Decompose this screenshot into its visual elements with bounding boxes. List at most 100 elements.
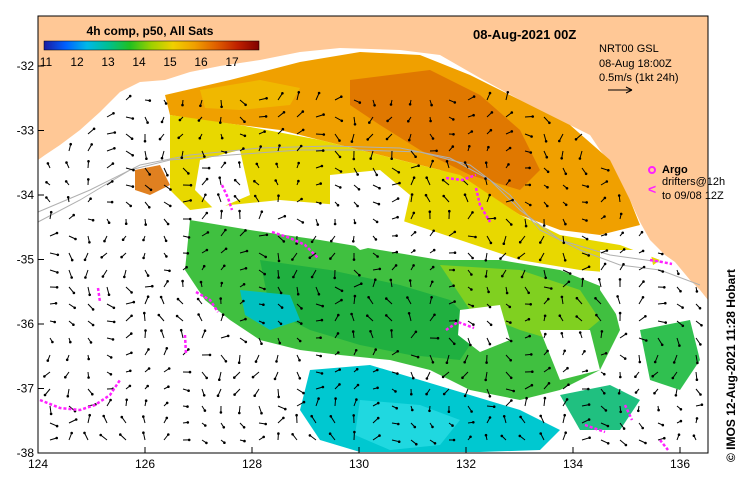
current-vector-head: [531, 370, 534, 374]
current-vector-head: [566, 366, 569, 370]
current-vector-head: [224, 247, 228, 251]
current-vector: [144, 150, 147, 159]
current-vector-head: [180, 156, 184, 159]
current-vector-head: [484, 378, 488, 382]
current-vector-head: [265, 233, 269, 237]
current-vector-head: [543, 314, 547, 318]
current-vector-head: [264, 255, 268, 259]
current-vector-head: [389, 278, 393, 282]
current-vector: [539, 252, 545, 261]
current-vector-head: [376, 386, 379, 390]
current-vector: [429, 354, 434, 363]
current-vector-head: [621, 231, 625, 235]
current-vector-head: [550, 287, 553, 290]
current-vector-head: [181, 279, 184, 283]
current-vector-head: [356, 383, 360, 387]
current-vector-head: [445, 361, 449, 365]
current-vector-head: [233, 376, 236, 379]
current-vector-head: [221, 313, 225, 317]
current-vector-head: [308, 256, 312, 260]
current-vector: [486, 217, 495, 220]
current-vector-head: [131, 185, 135, 188]
current-vector-head: [567, 280, 571, 284]
current-vector: [125, 301, 134, 305]
current-vector: [329, 433, 336, 441]
drifter-track: [195, 290, 220, 313]
colorbar-tick-label: 17: [225, 55, 239, 69]
current-vector-head: [164, 102, 168, 105]
current-vector-head: [56, 271, 59, 274]
current-vector: [385, 298, 393, 305]
current-vector-head: [217, 193, 220, 196]
current-vector: [426, 177, 431, 186]
current-vector-head: [406, 296, 409, 299]
current-vector-head: [642, 265, 646, 269]
current-vector-head: [103, 239, 106, 243]
current-vector-head: [528, 183, 532, 187]
current-vector-head: [46, 359, 50, 362]
current-vector-head: [199, 280, 203, 284]
current-vector-head: [395, 234, 398, 237]
current-vector: [695, 354, 698, 363]
current-vector-head: [295, 413, 298, 417]
current-vector-head: [292, 275, 295, 279]
current-vector-head: [333, 276, 337, 280]
current-vector: [84, 432, 89, 441]
current-vector-head: [219, 297, 222, 300]
current-vector-head: [484, 161, 488, 164]
current-vector-head: [394, 264, 398, 267]
current-vector-head: [563, 413, 567, 417]
current-vector-head: [151, 284, 154, 288]
current-vector-head: [681, 306, 684, 309]
drifter-track: [183, 334, 188, 356]
current-vector: [182, 199, 191, 203]
current-vector-head: [407, 119, 410, 123]
current-vector-head: [493, 217, 497, 220]
current-vector-head: [203, 329, 207, 333]
current-vector: [143, 313, 146, 322]
current-vector: [638, 297, 644, 305]
current-vector-head: [622, 427, 626, 430]
current-vector-head: [64, 180, 68, 183]
current-vector: [315, 398, 320, 407]
current-vector-head: [587, 387, 590, 391]
current-vector-head: [452, 118, 455, 121]
current-vector-head: [390, 329, 393, 332]
current-vector-head: [202, 394, 206, 397]
currents-time: 08-Aug 18:00Z: [599, 58, 672, 70]
current-vector-head: [506, 91, 510, 94]
current-vector-head: [340, 289, 344, 293]
current-vector: [676, 337, 680, 346]
current-vector-head: [142, 431, 145, 435]
current-vector-head: [468, 145, 471, 148]
current-vector-head: [128, 94, 132, 98]
current-vector-head: [165, 401, 169, 405]
current-vector-head: [263, 130, 266, 133]
current-vector-head: [242, 299, 245, 303]
current-vector-head: [255, 162, 259, 166]
current-vector: [351, 133, 355, 142]
current-vector-head: [55, 231, 59, 235]
current-vector-head: [219, 121, 222, 124]
current-vector-head: [645, 339, 648, 342]
current-vector: [503, 235, 507, 244]
current-vector: [220, 354, 227, 362]
current-vector-head: [260, 342, 263, 346]
current-vector-head: [43, 375, 46, 378]
current-vector-head: [233, 178, 237, 182]
current-vector-head: [74, 237, 77, 241]
land-australia: [38, 16, 708, 300]
current-vector-head: [425, 176, 429, 179]
current-vector-head: [64, 375, 67, 379]
current-vector-head: [53, 320, 57, 324]
current-vector-head: [560, 332, 564, 335]
current-vector-head: [220, 281, 224, 285]
colorbar: 4h comp, p50, All Sats 11 12 13 14 15 16 17: [40, 24, 260, 69]
current-vector-head: [233, 195, 237, 198]
current-vector-head: [297, 91, 301, 94]
x-tick-label: 136: [670, 457, 690, 471]
current-vector-head: [472, 95, 476, 98]
current-vector-head: [72, 291, 76, 295]
current-vector-head: [641, 249, 645, 253]
colorbar-tick-label: 13: [101, 55, 115, 69]
